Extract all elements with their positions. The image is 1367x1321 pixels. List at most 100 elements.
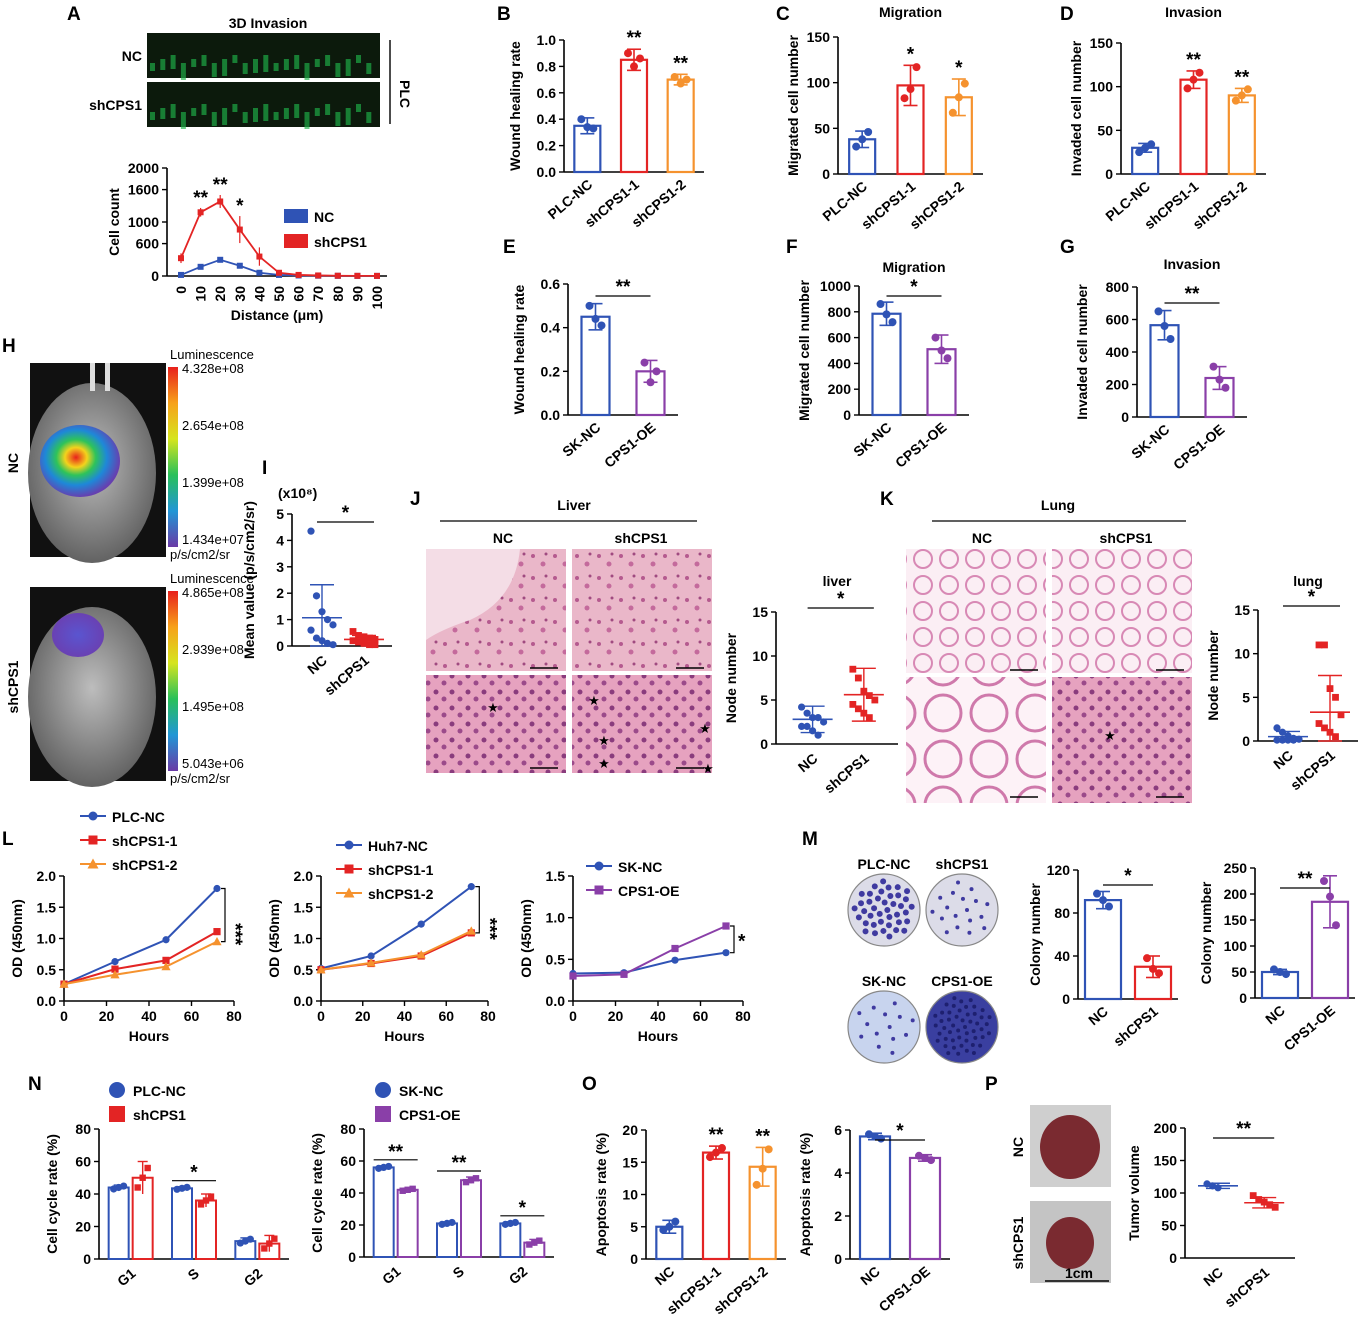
legend-swatch [284, 234, 308, 248]
invasion-signal [314, 59, 320, 67]
colony [874, 895, 881, 902]
data-point [511, 1218, 519, 1227]
legend-marker [375, 1106, 391, 1122]
sig-bracket [221, 887, 226, 943]
data-point [670, 72, 679, 81]
data-point [640, 358, 649, 367]
significance-label: * [236, 196, 244, 217]
colony [956, 1051, 961, 1056]
x-tick-label: SK-NC [1128, 421, 1172, 462]
y-axis-label: Tumor volume [1126, 1145, 1142, 1241]
x-tick-label: 80 [226, 1008, 242, 1024]
histology-high-mag [572, 675, 712, 773]
data-point [865, 692, 873, 699]
y-tick-label: 800 [828, 304, 852, 320]
x-tick-label: shCPS1-2 [1189, 178, 1250, 232]
legend-swatch [284, 209, 308, 223]
colony [955, 925, 960, 930]
data-point [597, 321, 606, 330]
marker [594, 885, 604, 895]
colony [965, 908, 969, 912]
data-point [630, 62, 638, 71]
y-tick-label: 0 [630, 1251, 638, 1267]
invasion-signal [170, 55, 176, 69]
data-point [712, 1148, 720, 1157]
invasion-signal [160, 59, 166, 70]
significance-label: ** [1236, 1119, 1251, 1140]
row-label: shCPS1 [89, 97, 142, 113]
colony [950, 1038, 955, 1043]
colony [939, 916, 944, 921]
invasion-signal [294, 55, 300, 69]
marker [416, 950, 426, 959]
bar [619, 58, 649, 174]
colony [904, 918, 911, 925]
legend-label: shCPS1 [314, 234, 367, 250]
scale-unit: p/s/cm2/sr [170, 771, 231, 786]
data-point [1215, 375, 1224, 384]
marker [59, 979, 69, 988]
data-point [915, 1151, 923, 1160]
marker [295, 271, 302, 278]
colony [861, 908, 868, 915]
significance-label: * [955, 58, 963, 79]
marker [374, 272, 380, 279]
data-point [1276, 968, 1284, 976]
scale-tick: 2.939e+08 [182, 642, 244, 657]
clip [90, 363, 95, 391]
histology-lumen [426, 549, 520, 640]
y-tick-label: 100 [1090, 79, 1114, 95]
data-point [583, 123, 592, 132]
sig-bracket [730, 925, 735, 954]
column-label: NC [493, 530, 513, 546]
bar [107, 1186, 130, 1260]
marker [671, 944, 679, 953]
x-tick-label: 30 [232, 286, 248, 302]
invasion-signal [150, 63, 155, 71]
chart-title: Invasion [1165, 4, 1222, 20]
marker [417, 920, 425, 928]
colony [954, 1014, 959, 1019]
x-tick-label: 20 [212, 286, 228, 302]
y-tick-label: 1.0 [537, 32, 557, 48]
marker [569, 972, 577, 980]
colony [987, 1015, 992, 1020]
data-point [931, 333, 940, 342]
panel-label-g: G [1060, 237, 1075, 258]
colony [893, 927, 900, 934]
metastasis-star: ★ [588, 693, 600, 708]
x-tick-label: NC [795, 750, 821, 775]
y-tick-label: 0.0 [541, 407, 561, 423]
y-tick-label: 0 [1062, 991, 1070, 1007]
data-point [752, 1180, 761, 1189]
y-tick-label: 50 [1097, 122, 1113, 138]
data-point [871, 696, 879, 704]
y-tick-label: 1600 [128, 182, 159, 198]
colony [885, 922, 892, 929]
invasion-signal [180, 63, 186, 80]
data-point [261, 1245, 268, 1252]
y-axis-label: Wound healing rate [511, 284, 527, 414]
y-tick-label: 4 [276, 532, 284, 548]
bar [1179, 78, 1208, 176]
y-tick-label: 200 [1154, 1120, 1178, 1136]
marker [162, 956, 170, 964]
y-tick-label: 2.0 [294, 868, 314, 884]
metastasis-star: ★ [487, 700, 499, 715]
marker [111, 965, 119, 973]
invasion-signal [345, 108, 351, 125]
y-tick-label: 1000 [128, 214, 159, 230]
y-tick-label: 0 [1121, 409, 1129, 425]
colony [939, 1018, 944, 1023]
colony [980, 1008, 985, 1013]
y-axis-label: Cell count [106, 188, 122, 256]
significance-label: * [1308, 587, 1316, 608]
y-tick-label: 0 [822, 166, 830, 182]
x-tick-label: 60 [291, 286, 307, 302]
colony [871, 930, 878, 937]
colony [978, 1043, 983, 1048]
x-tick-label: NC [304, 652, 330, 677]
significance-label: * [738, 931, 746, 952]
significance-label: ** [213, 175, 228, 196]
y-axis-label: OD (450nm) [9, 899, 25, 978]
